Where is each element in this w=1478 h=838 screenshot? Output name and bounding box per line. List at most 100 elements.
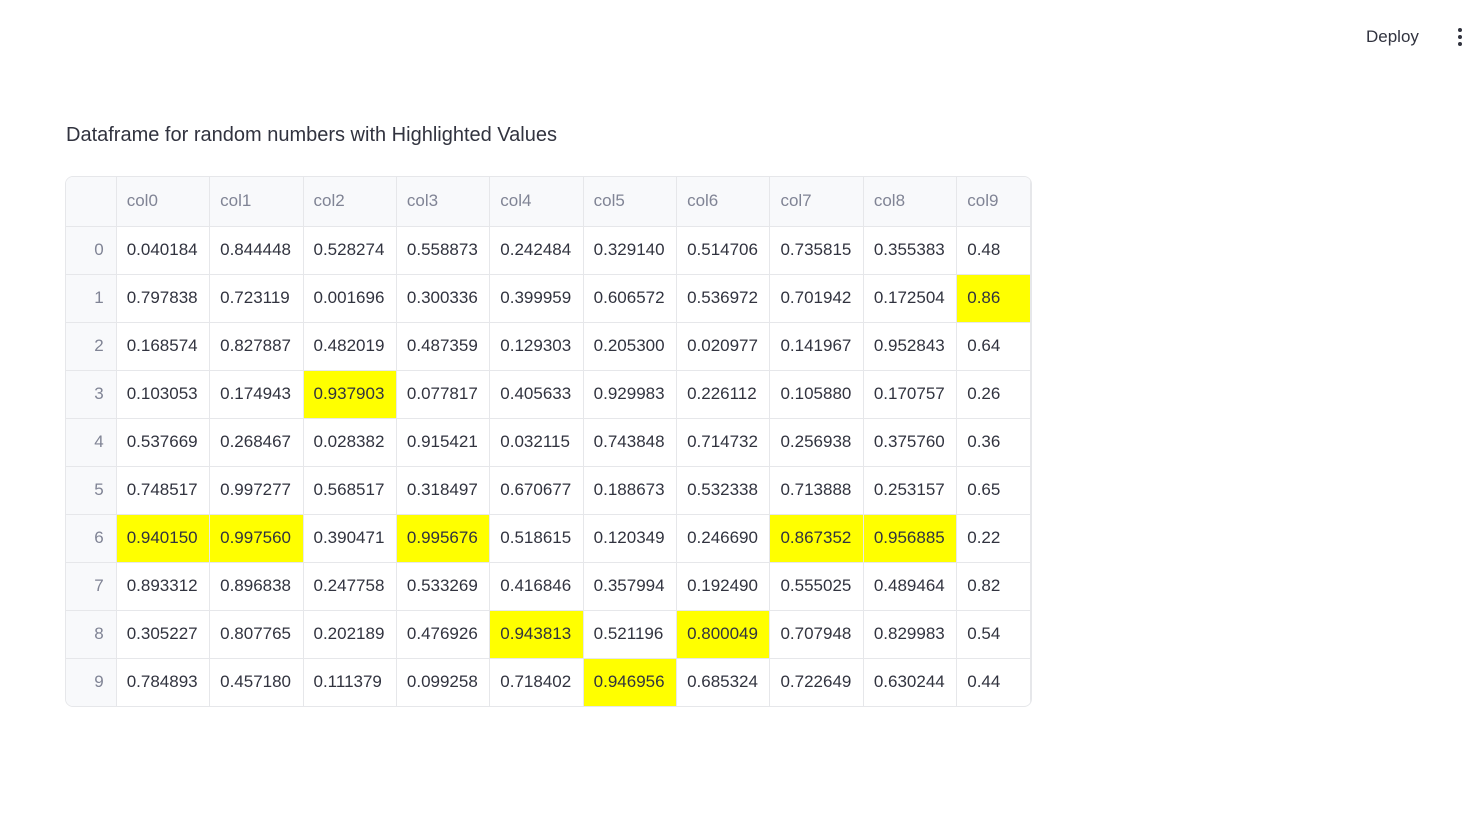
column-header[interactable]: col4	[489, 177, 584, 227]
table-cell[interactable]: 0.748517	[116, 466, 211, 515]
more-vertical-icon[interactable]	[1448, 22, 1472, 52]
highlighted-cell[interactable]: 0.943813	[489, 610, 584, 659]
table-cell[interactable]: 0.170757	[863, 370, 958, 419]
highlighted-cell[interactable]: 0.995676	[396, 514, 491, 563]
table-cell[interactable]: 0.714732	[676, 418, 771, 467]
table-cell[interactable]: 0.246690	[676, 514, 771, 563]
table-cell[interactable]: 0.701942	[769, 274, 864, 323]
table-cell[interactable]: 0.489464	[863, 562, 958, 611]
table-cell[interactable]: 0.537669	[116, 418, 211, 467]
highlighted-cell[interactable]: 0.867352	[769, 514, 864, 563]
table-cell[interactable]: 0.797838	[116, 274, 211, 323]
column-header[interactable]: col2	[303, 177, 397, 227]
table-cell[interactable]: 0.192490	[676, 562, 771, 611]
table-cell[interactable]: 0.952843	[863, 322, 958, 371]
table-cell[interactable]: 0.099258	[396, 658, 491, 706]
table-cell[interactable]: 0.001696	[303, 274, 397, 323]
table-cell[interactable]: 0.040184	[116, 226, 211, 275]
table-cell[interactable]: 0.077817	[396, 370, 491, 419]
table-cell[interactable]: 0.032115	[489, 418, 584, 467]
table-cell[interactable]: 0.390471	[303, 514, 397, 563]
table-cell[interactable]: 0.375760	[863, 418, 958, 467]
column-header[interactable]: col5	[583, 177, 678, 227]
deploy-button[interactable]: Deploy	[1352, 20, 1433, 54]
table-cell[interactable]: 0.487359	[396, 322, 491, 371]
table-cell[interactable]: 0.722649	[769, 658, 864, 706]
table-cell[interactable]: 0.247758	[303, 562, 397, 611]
table-cell[interactable]: 0.405633	[489, 370, 584, 419]
table-cell[interactable]: 0.357994	[583, 562, 678, 611]
table-cell[interactable]: 0.028382	[303, 418, 397, 467]
table-cell[interactable]: 0.532338	[676, 466, 771, 515]
table-cell[interactable]: 0.844448	[209, 226, 304, 275]
table-cell[interactable]: 0.141967	[769, 322, 864, 371]
dataframe[interactable]: col0 col1 col2 col3 col4 col5 col6 col7 col8 col9…	[65, 176, 1032, 707]
table-cell[interactable]: 0.65	[956, 466, 1031, 515]
column-header[interactable]: col6	[676, 177, 771, 227]
table-cell[interactable]: 0.723119	[209, 274, 304, 323]
table-cell[interactable]: 0.318497	[396, 466, 491, 515]
column-header[interactable]: col7	[769, 177, 864, 227]
table-cell[interactable]: 0.305227	[116, 610, 211, 659]
table-cell[interactable]: 0.168574	[116, 322, 211, 371]
table-cell[interactable]: 0.606572	[583, 274, 678, 323]
table-cell[interactable]: 0.355383	[863, 226, 958, 275]
column-header[interactable]: col8	[863, 177, 958, 227]
table-cell[interactable]: 0.64	[956, 322, 1031, 371]
table-cell[interactable]: 0.268467	[209, 418, 304, 467]
table-cell[interactable]: 0.915421	[396, 418, 491, 467]
table-cell[interactable]: 0.242484	[489, 226, 584, 275]
table-cell[interactable]: 0.105880	[769, 370, 864, 419]
table-cell[interactable]: 0.54	[956, 610, 1031, 659]
table-cell[interactable]: 0.129303	[489, 322, 584, 371]
table-cell[interactable]: 0.399959	[489, 274, 584, 323]
table-cell[interactable]: 0.48	[956, 226, 1031, 275]
table-cell[interactable]: 0.226112	[676, 370, 771, 419]
index-header[interactable]	[66, 177, 117, 227]
table-cell[interactable]: 0.020977	[676, 322, 771, 371]
table-cell[interactable]: 0.457180	[209, 658, 304, 706]
highlighted-cell[interactable]: 0.800049	[676, 610, 771, 659]
table-cell[interactable]: 0.476926	[396, 610, 491, 659]
table-cell[interactable]: 0.120349	[583, 514, 678, 563]
table-cell[interactable]: 0.670677	[489, 466, 584, 515]
table-cell[interactable]: 0.827887	[209, 322, 304, 371]
table-cell[interactable]: 0.111379	[303, 658, 397, 706]
column-header[interactable]: col9	[956, 177, 1031, 227]
table-cell[interactable]: 0.555025	[769, 562, 864, 611]
table-cell[interactable]: 0.26	[956, 370, 1031, 419]
table-cell[interactable]: 0.300336	[396, 274, 491, 323]
table-cell[interactable]: 0.713888	[769, 466, 864, 515]
table-cell[interactable]: 0.707948	[769, 610, 864, 659]
table-cell[interactable]: 0.685324	[676, 658, 771, 706]
table-cell[interactable]: 0.829983	[863, 610, 958, 659]
table-cell[interactable]: 0.205300	[583, 322, 678, 371]
table-cell[interactable]: 0.256938	[769, 418, 864, 467]
table-cell[interactable]: 0.997277	[209, 466, 304, 515]
column-header[interactable]: col1	[209, 177, 304, 227]
highlighted-cell[interactable]: 0.937903	[303, 370, 397, 419]
table-cell[interactable]: 0.521196	[583, 610, 678, 659]
table-cell[interactable]: 0.82	[956, 562, 1031, 611]
highlighted-cell[interactable]: 0.86	[956, 274, 1031, 323]
table-cell[interactable]: 0.329140	[583, 226, 678, 275]
column-header[interactable]: col3	[396, 177, 491, 227]
column-header[interactable]: col0	[116, 177, 211, 227]
table-cell[interactable]: 0.630244	[863, 658, 958, 706]
table-cell[interactable]: 0.533269	[396, 562, 491, 611]
table-cell[interactable]: 0.518615	[489, 514, 584, 563]
table-cell[interactable]: 0.807765	[209, 610, 304, 659]
table-cell[interactable]: 0.784893	[116, 658, 211, 706]
table-cell[interactable]: 0.172504	[863, 274, 958, 323]
table-cell[interactable]: 0.36	[956, 418, 1031, 467]
highlighted-cell[interactable]: 0.946956	[583, 658, 678, 706]
table-cell[interactable]: 0.929983	[583, 370, 678, 419]
table-cell[interactable]: 0.188673	[583, 466, 678, 515]
table-cell[interactable]: 0.103053	[116, 370, 211, 419]
highlighted-cell[interactable]: 0.956885	[863, 514, 958, 563]
table-cell[interactable]: 0.568517	[303, 466, 397, 515]
table-cell[interactable]: 0.416846	[489, 562, 584, 611]
table-cell[interactable]: 0.482019	[303, 322, 397, 371]
table-cell[interactable]: 0.528274	[303, 226, 397, 275]
highlighted-cell[interactable]: 0.997560	[209, 514, 304, 563]
